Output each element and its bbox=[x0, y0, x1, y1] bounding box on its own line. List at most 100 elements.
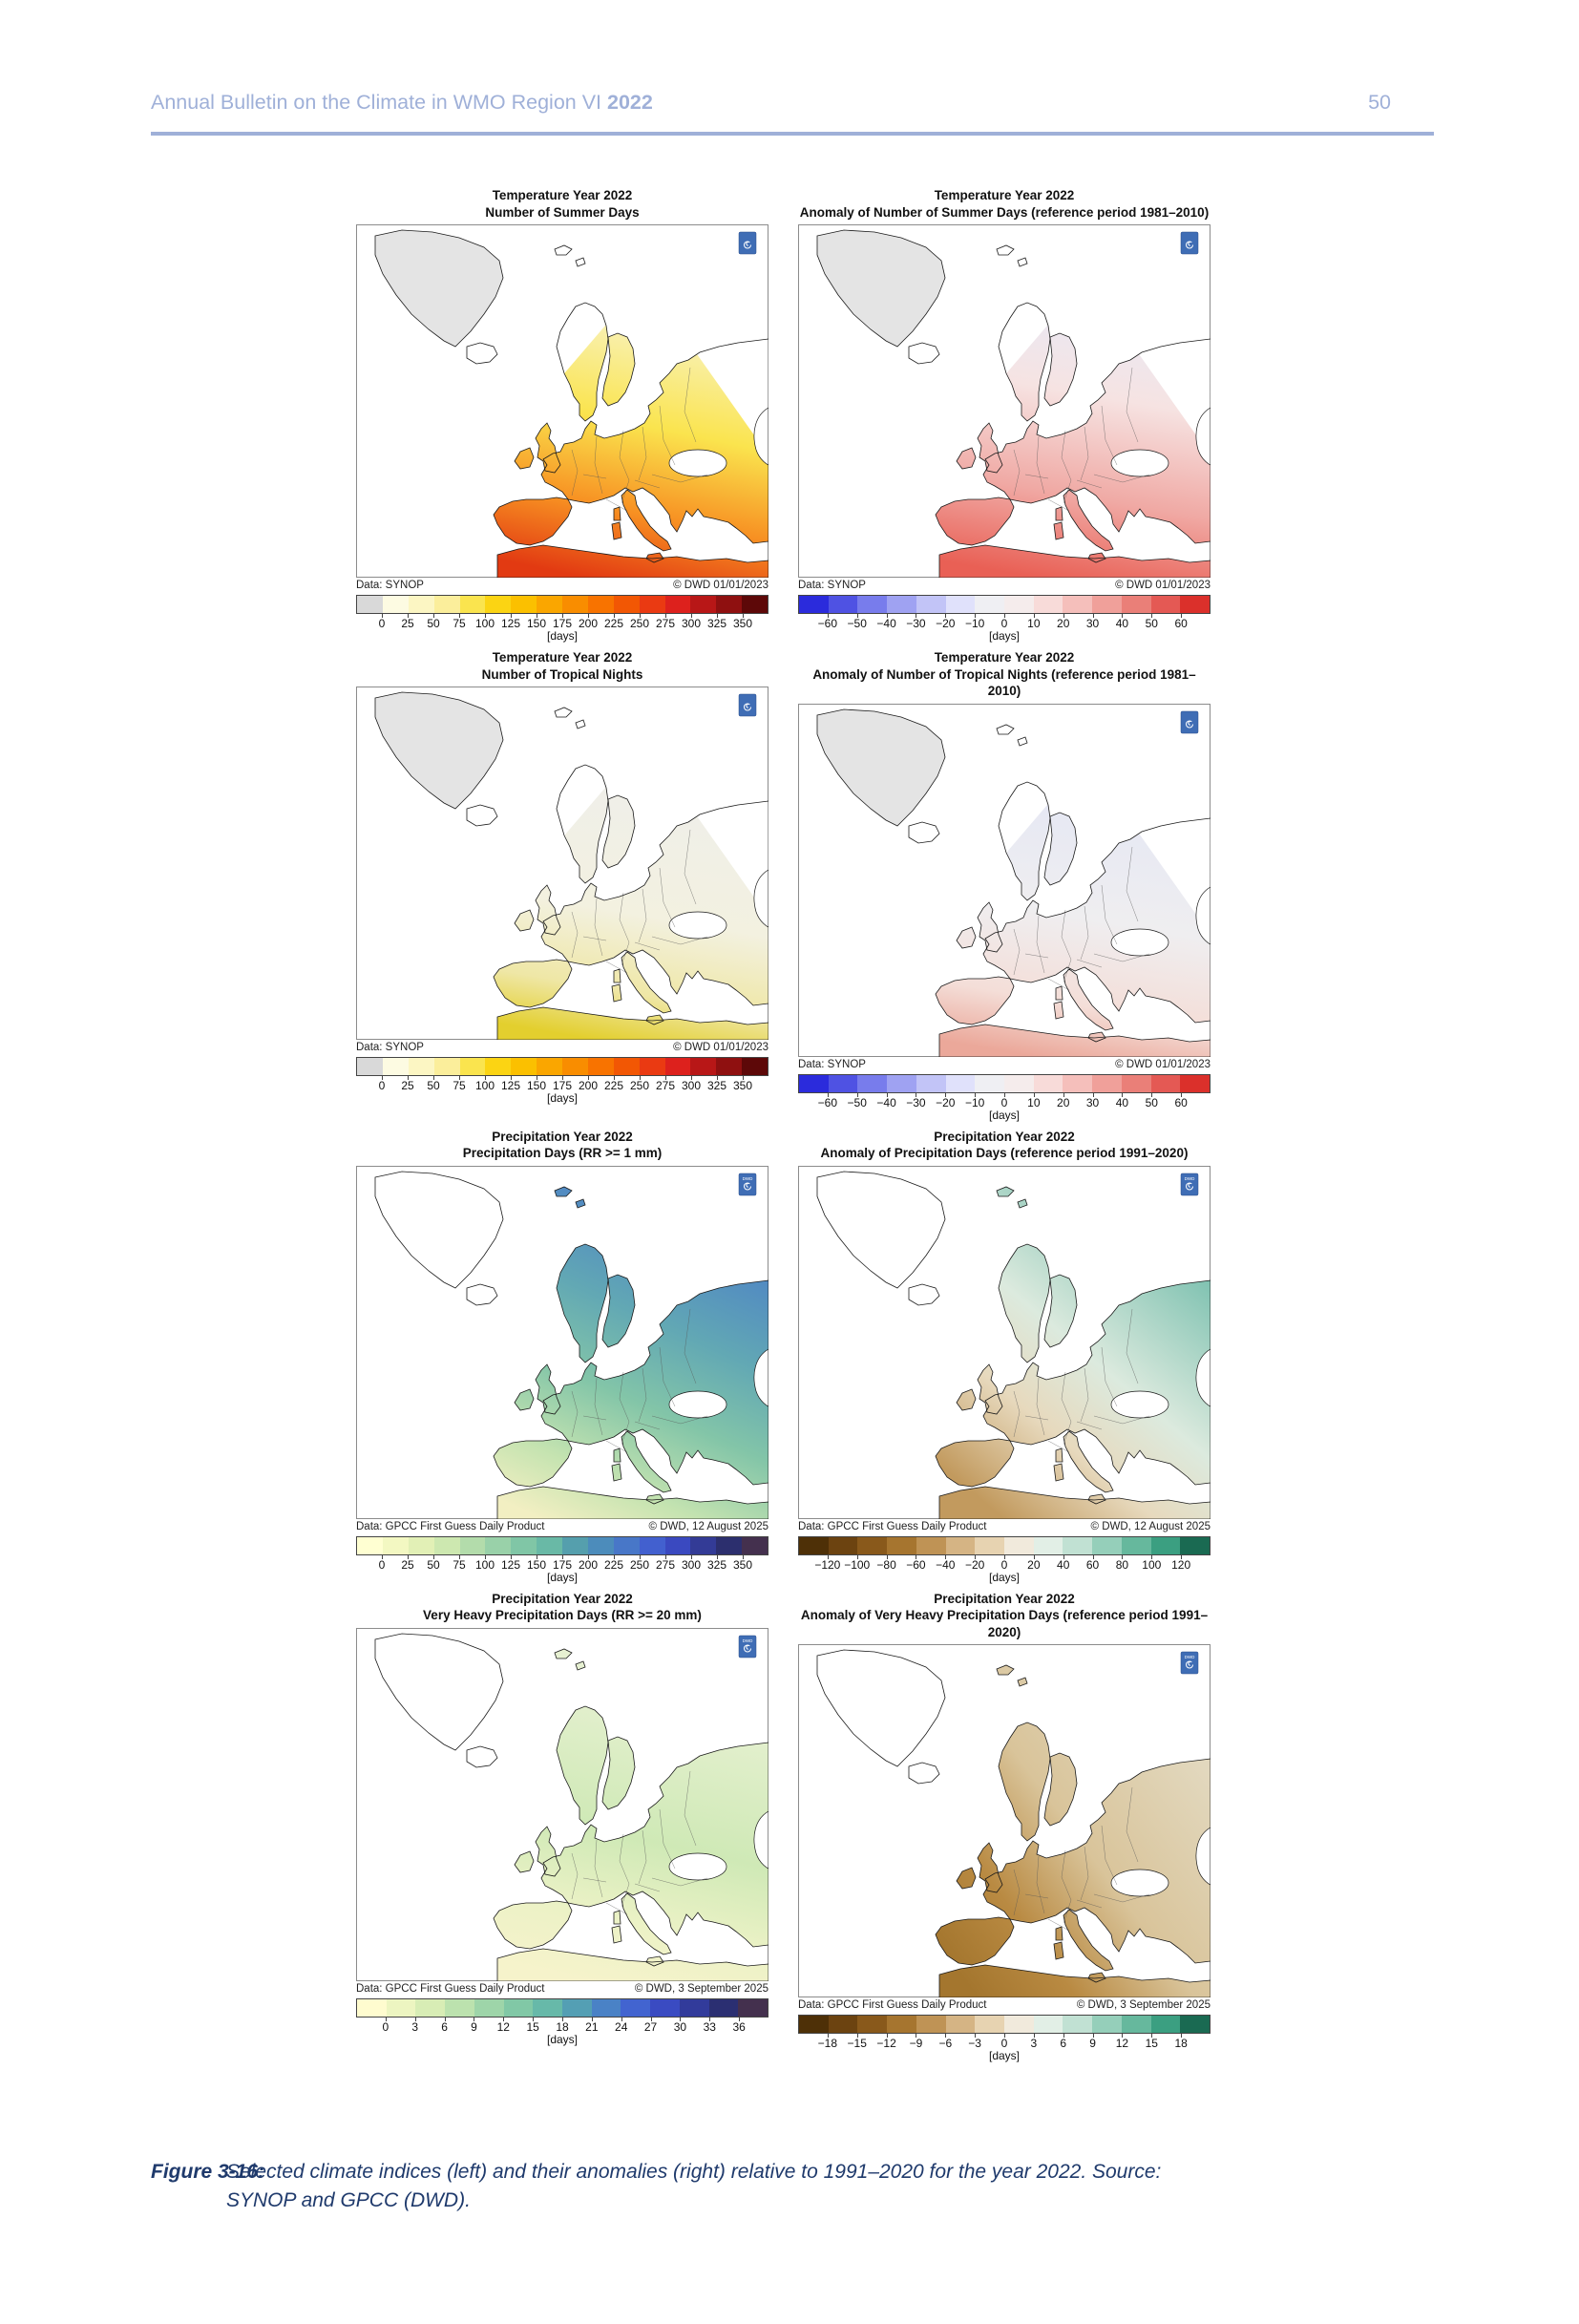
panel-title-line2: Anomaly of Precipitation Days (reference… bbox=[820, 1146, 1189, 1161]
colorbar-tick-mark bbox=[408, 614, 409, 619]
colorbar-ticks: 0 25 50 75 100 125 150 175 200 225 250 275 300 325 350 bbox=[356, 1554, 768, 1572]
colorbar-tick-mark bbox=[1033, 2034, 1035, 2039]
colorbar-tick-label: −6 bbox=[938, 2037, 953, 2051]
colorbar-segment bbox=[664, 1536, 691, 1554]
svg-text:DWD: DWD bbox=[1185, 1655, 1195, 1659]
colorbar-segment bbox=[613, 1058, 640, 1076]
figure-caption-line1: Selected climate indices (left) and thei… bbox=[226, 2161, 1162, 2184]
colorbar-tick-label: −50 bbox=[847, 617, 867, 631]
colorbar-tick-label: 250 bbox=[629, 617, 650, 631]
colorbar-tick-mark bbox=[691, 1076, 692, 1081]
map-footer: Data: GPCC First Guess Daily Product © D… bbox=[798, 1519, 1211, 1534]
colorbar-tick-label: 3 bbox=[1030, 2037, 1038, 2051]
colorbar-tick-label: −60 bbox=[817, 1095, 838, 1109]
colorbar-tick-label: 60 bbox=[1174, 1095, 1188, 1109]
colorbar-tick-label: −60 bbox=[906, 1557, 926, 1572]
figure-caption-line2: SYNOP and GPCC (DWD). bbox=[226, 2188, 471, 2211]
colorbar-segment bbox=[664, 1058, 691, 1076]
colorbar-tick-label: 225 bbox=[603, 1079, 624, 1093]
colorbar-tick-label: 9 bbox=[1089, 2037, 1096, 2051]
colorbar-tick-mark bbox=[433, 1076, 434, 1081]
colorbar-segment bbox=[485, 1536, 512, 1554]
page-title-year: 2022 bbox=[607, 91, 653, 114]
colorbar-segment bbox=[916, 596, 946, 614]
europe-map bbox=[356, 224, 769, 579]
europe-map: DWD bbox=[798, 1644, 1211, 1998]
colorbar-tick-mark bbox=[886, 2034, 888, 2039]
colorbar-tick-label: −60 bbox=[817, 617, 838, 631]
colorbar-tick-label: −15 bbox=[847, 2037, 867, 2051]
svg-text:DWD: DWD bbox=[743, 1176, 753, 1181]
dwd-logo-icon: DWD bbox=[738, 1635, 757, 1658]
colorbar-segment bbox=[613, 1536, 640, 1554]
colorbar-tick-mark bbox=[1151, 1554, 1153, 1559]
panel-title-line2: Precipitation Days (RR >= 1 mm) bbox=[462, 1146, 663, 1161]
colorbar-tick-mark bbox=[591, 2017, 593, 2021]
colorbar-segment bbox=[433, 596, 460, 614]
colorbar-tick-mark bbox=[709, 2017, 711, 2021]
colorbar-segment bbox=[1063, 596, 1093, 614]
colorbar-segment bbox=[828, 2016, 858, 2034]
colorbar-segment bbox=[945, 2016, 976, 2034]
colorbar-tick-mark bbox=[945, 2034, 947, 2039]
colorbar-segment bbox=[386, 1998, 416, 2017]
colorbar-tick-label: 350 bbox=[732, 617, 753, 631]
colorbar-segment bbox=[828, 1074, 858, 1092]
colorbar-tick-mark bbox=[945, 1554, 947, 1559]
copyright-label: © DWD 01/01/2023 bbox=[1115, 580, 1211, 592]
colorbar-tick-mark bbox=[691, 614, 692, 619]
colorbar-segment bbox=[708, 1998, 739, 2017]
colorbar-segment bbox=[1004, 596, 1034, 614]
colorbar-tick-label: 10 bbox=[1027, 617, 1041, 631]
colorbar-tick-mark bbox=[459, 614, 460, 619]
colorbar-tick-label: 225 bbox=[603, 1557, 624, 1572]
svg-text:DWD: DWD bbox=[1185, 1176, 1195, 1181]
colorbar-tick-label: −9 bbox=[909, 2037, 923, 2051]
colorbar-segment bbox=[857, 1536, 888, 1554]
colorbar-tick-label: −12 bbox=[876, 2037, 896, 2051]
colorbar-tick-label: 27 bbox=[643, 2019, 658, 2034]
colorbar bbox=[356, 1997, 768, 2018]
colorbar-tick-label: 100 bbox=[474, 617, 495, 631]
colorbar-segment bbox=[459, 1536, 486, 1554]
colorbar-tick-mark bbox=[743, 1076, 744, 1081]
colorbar-segment bbox=[1092, 1074, 1122, 1092]
colorbar-segment bbox=[511, 596, 537, 614]
colorbar-ticks: 0 3 6 9 12 15 18 21 24 27 30 33 36 bbox=[356, 2017, 768, 2034]
europe-map bbox=[798, 224, 1211, 579]
colorbar-unit: [days] bbox=[988, 1570, 1020, 1584]
colorbar-segment bbox=[562, 1058, 588, 1076]
colorbar-segment bbox=[887, 2016, 916, 2034]
colorbar-segment bbox=[485, 1058, 512, 1076]
colorbar-tick-mark bbox=[414, 2017, 416, 2021]
colorbar-tick-label: 200 bbox=[578, 1079, 599, 1093]
colorbar-tick-label: 12 bbox=[496, 2019, 510, 2034]
colorbar-tick-label: 24 bbox=[615, 2019, 628, 2034]
map-footer: Data: GPCC First Guess Daily Product © D… bbox=[356, 1981, 768, 1997]
colorbar-segment bbox=[1033, 1074, 1063, 1092]
europe-map: DWD bbox=[356, 1627, 769, 1982]
colorbar-tick-mark bbox=[1151, 1092, 1153, 1097]
colorbar-segment bbox=[382, 1536, 409, 1554]
colorbar-tick-mark bbox=[1181, 1092, 1183, 1097]
colorbar-segment bbox=[887, 596, 916, 614]
colorbar-tick-mark bbox=[640, 1076, 641, 1081]
colorbar-segment bbox=[415, 1998, 446, 2017]
colorbar-tick-label: 250 bbox=[629, 1557, 650, 1572]
colorbar-tick-mark bbox=[503, 2017, 505, 2021]
colorbar-segment bbox=[742, 1058, 768, 1076]
colorbar-segment bbox=[857, 1074, 888, 1092]
colorbar-tick-label: 100 bbox=[474, 1079, 495, 1093]
dwd-logo-icon bbox=[1180, 710, 1199, 733]
colorbar-tick-mark bbox=[827, 614, 829, 619]
colorbar-segment bbox=[503, 1998, 534, 2017]
colorbar-tick-mark bbox=[1181, 1554, 1183, 1559]
colorbar-segment bbox=[511, 1536, 537, 1554]
colorbar-segment bbox=[1180, 1536, 1211, 1554]
colorbar-tick-mark bbox=[1033, 1554, 1035, 1559]
colorbar-tick-mark bbox=[533, 2017, 535, 2021]
colorbar-unit: [days] bbox=[546, 1091, 578, 1106]
colorbar-tick-mark bbox=[945, 614, 947, 619]
colorbar-segment bbox=[511, 1058, 537, 1076]
colorbar-segment bbox=[679, 1998, 709, 2017]
